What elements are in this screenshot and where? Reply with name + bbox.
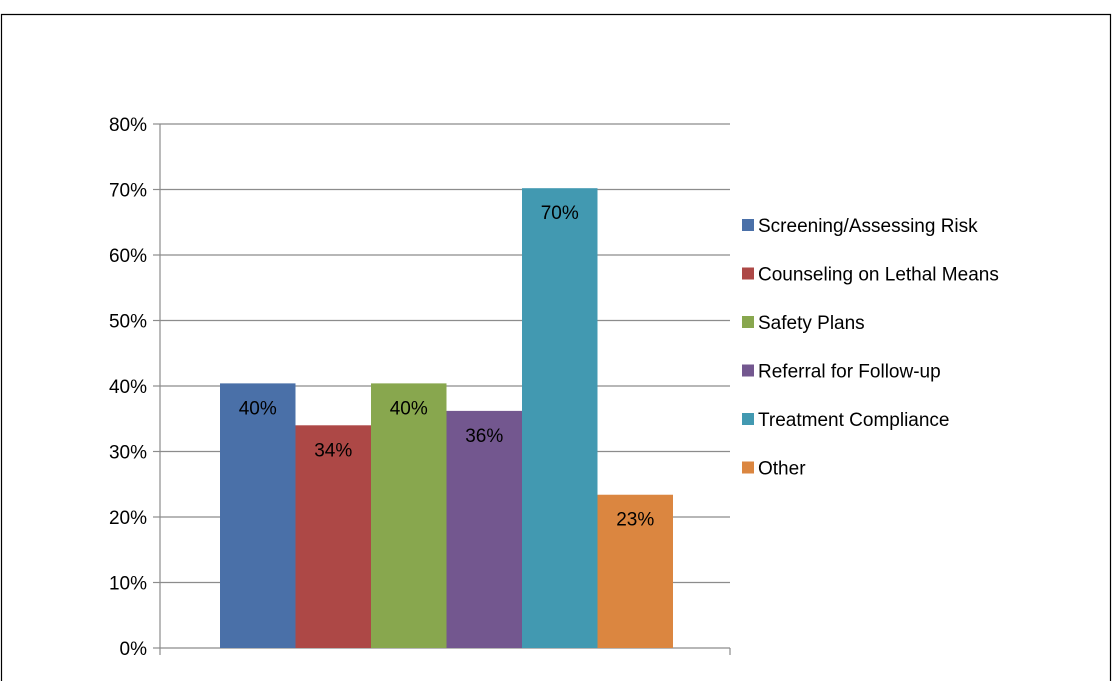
y-tick-label: 30% [109,443,147,464]
y-tick-label: 70% [109,181,147,202]
chart-frame-border [0,13,1112,681]
legend-swatch [742,316,754,328]
bar-value-label: 70% [541,203,579,224]
data-labels: 40% 34% 40% 36% 70% 23% [239,203,655,531]
legend-label: Referral for Follow-up [758,362,941,383]
legend-swatch [742,219,754,231]
bar-value-label: 34% [314,440,352,461]
legend-swatch [742,364,754,377]
axes: 0% 10% 20% 30% 40% 50% 60% 70% 80% [109,115,731,660]
y-tick-label: 40% [109,377,147,398]
legend-label: Other [758,459,806,480]
legend-label: Counseling on Lethal Means [758,265,999,286]
bar [371,383,447,648]
bars [220,188,673,648]
legend-label: Treatment Compliance [758,410,949,431]
bar [597,494,673,648]
bar-value-label: 40% [390,398,428,419]
bar [446,410,522,648]
bar [220,383,296,648]
legend-label: Safety Plans [758,313,865,334]
y-tick-label: 20% [109,508,147,529]
bar [295,425,371,648]
bar-value-label: 36% [465,426,503,447]
legend-swatch [742,413,754,425]
y-tick-label: 0% [120,639,148,660]
legend-swatch [742,461,754,474]
bar-value-label: 40% [239,398,277,419]
legend: Screening/Assessing Risk Counseling on Le… [742,216,999,480]
bar-value-label: 23% [616,510,654,531]
y-tick-label: 50% [109,312,147,333]
y-tick-label: 60% [109,246,147,267]
y-tick-label: 80% [109,115,147,136]
y-tick-label: 10% [109,574,147,595]
legend-swatch [742,267,754,280]
legend-label: Screening/Assessing Risk [758,216,978,237]
bar [522,188,598,648]
